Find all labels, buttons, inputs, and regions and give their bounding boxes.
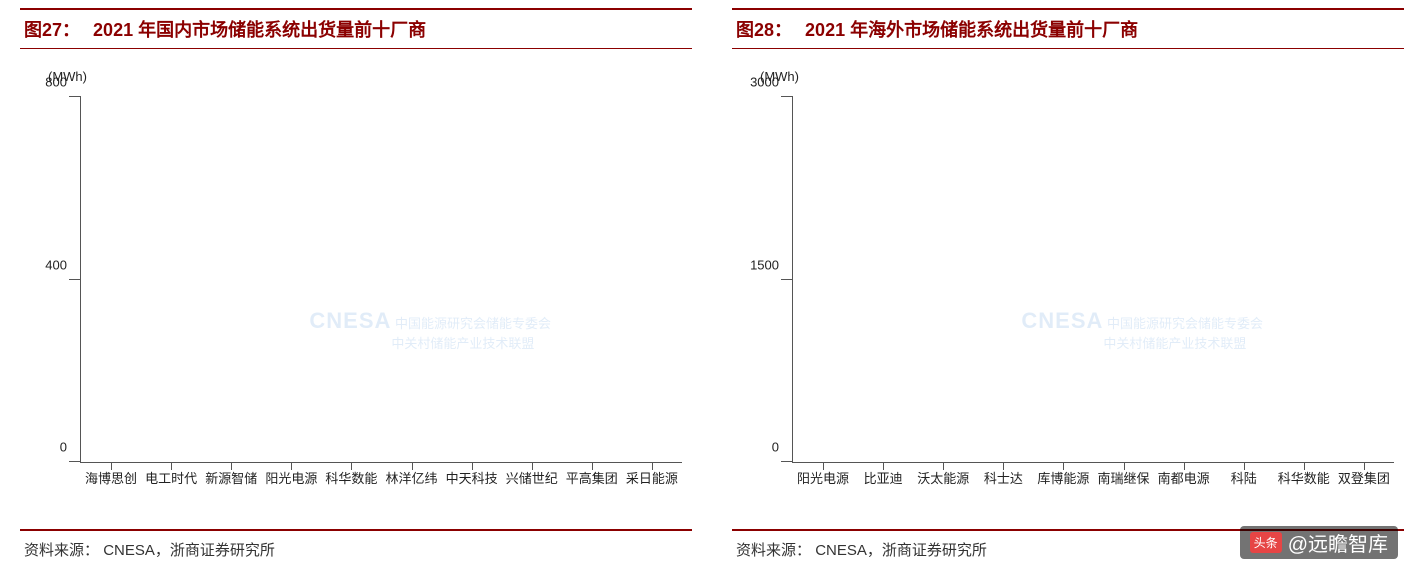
x-tick-label: 科华数能 [1274,468,1334,487]
x-tick-label: 林洋亿纬 [381,468,441,487]
attribution-badge: 头条 @远瞻智库 [1240,526,1398,559]
y-tick-label: 0 [772,440,779,455]
x-tick-label: 采日能源 [622,468,682,487]
attribution-text: @远瞻智库 [1288,528,1388,557]
x-tick-label: 双登集团 [1334,468,1394,487]
y-tick-label: 800 [45,75,67,90]
x-tick-label: 库博能源 [1033,468,1093,487]
figure-title-row: 图28： 2021 年海外市场储能系统出货量前十厂商 [732,8,1404,49]
figure-number: 图27： [24,20,80,40]
plot-area: 阳光电源比亚迪沃太能源科士达库博能源南瑞继保南都电源科陆科华数能双登集团 CNE… [792,97,1394,463]
source-text: CNESA，浙商证券研究所 [103,542,275,559]
figure-title: 2021 年海外市场储能系统出货量前十厂商 [805,20,1138,40]
y-tick [69,279,81,280]
x-tick-label: 电工时代 [141,468,201,487]
source-text: CNESA，浙商证券研究所 [815,542,987,559]
x-tick-label: 科华数能 [321,468,381,487]
figure-panel-left: 图27： 2021 年国内市场储能系统出货量前十厂商 (MWh) 海博思创电工时… [0,0,712,569]
y-tick [69,461,81,462]
x-tick-label: 比亚迪 [853,468,913,487]
x-tick-label: 中天科技 [442,468,502,487]
x-tick-label: 南瑞继保 [1093,468,1153,487]
y-tick-label: 1500 [750,257,779,272]
y-tick [69,96,81,97]
figure-panel-right: 图28： 2021 年海外市场储能系统出货量前十厂商 (MWh) 阳光电源比亚迪… [712,0,1424,569]
plot-area: 海博思创电工时代新源智储阳光电源科华数能林洋亿纬中天科技兴储世纪平高集团采日能源… [80,97,682,463]
bars-container: 阳光电源比亚迪沃太能源科士达库博能源南瑞继保南都电源科陆科华数能双登集团 [793,97,1394,462]
x-tick-label: 兴储世纪 [502,468,562,487]
y-tick [781,461,793,462]
source-label: 资料来源： [24,542,99,559]
x-tick-label: 平高集团 [562,468,622,487]
toutiao-icon: 头条 [1250,532,1282,553]
x-tick-label: 科陆 [1214,468,1274,487]
chart-right: (MWh) 阳光电源比亚迪沃太能源科士达库博能源南瑞继保南都电源科陆科华数能双登… [732,69,1404,499]
x-tick-label: 沃太能源 [913,468,973,487]
y-tick-label: 400 [45,257,67,272]
chart-left: (MWh) 海博思创电工时代新源智储阳光电源科华数能林洋亿纬中天科技兴储世纪平高… [20,69,692,499]
x-tick-label: 阳光电源 [261,468,321,487]
figure-number: 图28： [736,20,792,40]
x-tick-label: 海博思创 [81,468,141,487]
y-tick-label: 3000 [750,75,779,90]
figure-title: 2021 年国内市场储能系统出货量前十厂商 [93,20,426,40]
figure-title-row: 图27： 2021 年国内市场储能系统出货量前十厂商 [20,8,692,49]
x-tick-label: 阳光电源 [793,468,853,487]
source-row: 资料来源： CNESA，浙商证券研究所 [20,529,692,560]
bars-container: 海博思创电工时代新源智储阳光电源科华数能林洋亿纬中天科技兴储世纪平高集团采日能源 [81,97,682,462]
source-label: 资料来源： [736,542,811,559]
x-tick-label: 科士达 [973,468,1033,487]
y-tick [781,279,793,280]
x-tick-label: 新源智储 [201,468,261,487]
x-tick-label: 南都电源 [1154,468,1214,487]
y-tick [781,96,793,97]
y-tick-label: 0 [60,440,67,455]
